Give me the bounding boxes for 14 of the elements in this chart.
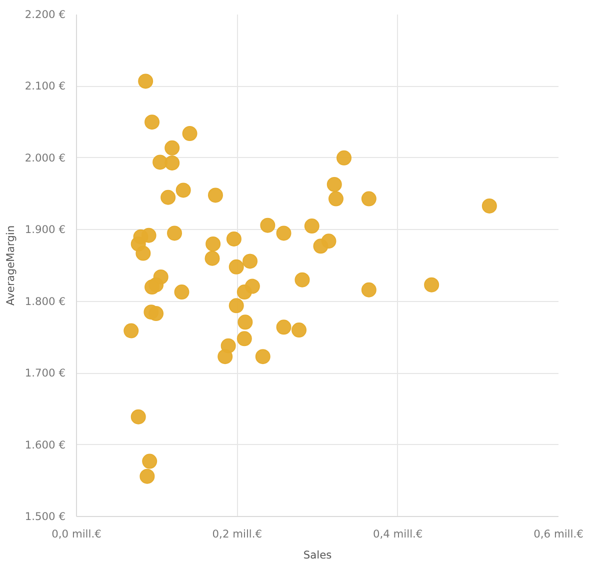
y-tick-label: 2.000 €: [24, 151, 66, 164]
x-tick-label: 0,4 mill.€: [372, 528, 423, 540]
y-tick-label: 1.900 €: [24, 223, 66, 236]
y-tick-label: 2.100 €: [24, 80, 66, 93]
y-tick-label: 2.200 €: [24, 8, 66, 21]
y-tick-label: 1.500 €: [24, 510, 66, 523]
y-tick-label: 1.700 €: [24, 366, 66, 380]
y-tick-label: 1.600 €: [24, 438, 66, 452]
x-tick-label: 0,2 mill.€: [212, 528, 262, 540]
y-tick-label: 1.800 €: [24, 294, 66, 308]
x-tick-label: 0,6 mill.€: [534, 528, 584, 540]
x-axis-title: Sales: [303, 548, 332, 562]
x-tick-label: 0,0 mill.€: [52, 528, 102, 540]
y-axis-title: AverageMargin: [4, 225, 17, 306]
